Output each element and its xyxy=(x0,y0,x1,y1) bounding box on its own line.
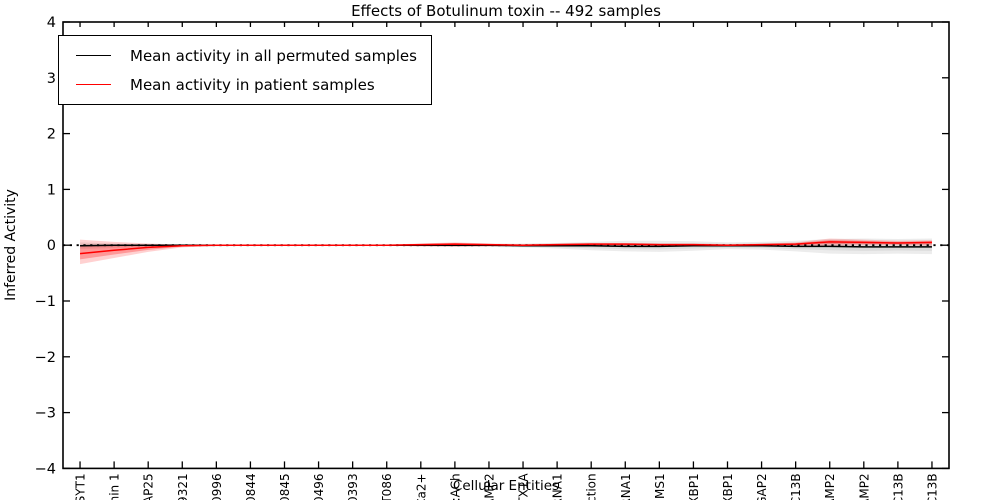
y-axis-label: Inferred Activity xyxy=(3,189,19,301)
x-tick-label: UniProt:P30996 xyxy=(210,473,224,500)
x-tick-label: SNAP25 xyxy=(142,473,156,500)
x-tick-label: RAB3GAP2 xyxy=(755,473,769,500)
patient-line-sample xyxy=(76,84,111,85)
x-tick-label: UniProt:Q60393 xyxy=(346,473,360,500)
x-tick-label: UniProt:P19321 xyxy=(176,473,190,500)
x-tick-label: UNC13B xyxy=(789,473,803,500)
legend-item-patient: Mean activity in patient samples xyxy=(59,70,417,99)
x-tick-label: SYT1 xyxy=(74,473,88,500)
x-tick-label: ACh/Synaptotagmin 1 xyxy=(108,473,122,500)
x-tick-label: STX1A/SNAP25 fragment 1/VAMP2 xyxy=(823,473,837,500)
x-axis-label: Cellular Entities xyxy=(452,478,560,494)
y-tick-label: 2 xyxy=(47,127,56,143)
x-tick-label: CHRNA1 xyxy=(551,473,565,500)
x-tick-label: CST086 xyxy=(380,473,394,500)
chart-title: Effects of Botulinum toxin -- 492 sample… xyxy=(351,2,661,20)
y-tick-label: 3 xyxy=(47,71,56,87)
x-tick-label: ACh/CHRNA1 xyxy=(619,473,633,500)
y-tick-label: 1 xyxy=(47,182,56,198)
x-tick-label: STX1A xyxy=(517,473,531,500)
x-tick-label: STXBP1 xyxy=(721,473,735,500)
y-tick-label: −3 xyxy=(35,406,56,422)
x-tick-label: mol:ACh xyxy=(448,473,462,500)
y-tick-label: −4 xyxy=(35,461,56,477)
permuted-line-sample xyxy=(76,55,111,56)
x-tick-label: RIMS1/UNC13B xyxy=(891,473,905,500)
permuted-ci-band-outer xyxy=(80,238,932,255)
x-tick-label: RIMS1 xyxy=(653,473,667,500)
x-tick-label: STXIA/STXBP1 xyxy=(687,473,701,500)
x-tick-label: UniProt:P10845 xyxy=(278,473,292,500)
legend: Mean activity in all permuted samples Me… xyxy=(58,35,432,105)
y-tick-label: −2 xyxy=(35,350,56,366)
legend-label-patient: Mean activity in patient samples xyxy=(130,75,375,94)
x-tick-label: muscle contraction xyxy=(585,473,599,500)
patient-mean-line xyxy=(79,241,932,255)
x-tick-label: STX1A/SNAP25/VAMP2 xyxy=(857,473,871,500)
x-tick-label: mol:Ca2+ xyxy=(414,473,428,500)
y-tick-label: 0 xyxy=(47,238,56,254)
legend-item-permuted: Mean activity in all permuted samples xyxy=(59,41,417,70)
y-tick-label: −1 xyxy=(35,294,56,310)
legend-label-permuted: Mean activity in all permuted samples xyxy=(130,46,417,65)
x-tick-label: VAMP2 xyxy=(482,473,496,500)
x-tick-label: RAB3GAP2/RIMS1/UNC13B xyxy=(925,473,939,500)
x-tick-label: UniProt:P10844 xyxy=(244,473,258,500)
x-tick-label: UniProt:Q00496 xyxy=(312,473,326,500)
y-tick-label: 4 xyxy=(47,15,56,31)
